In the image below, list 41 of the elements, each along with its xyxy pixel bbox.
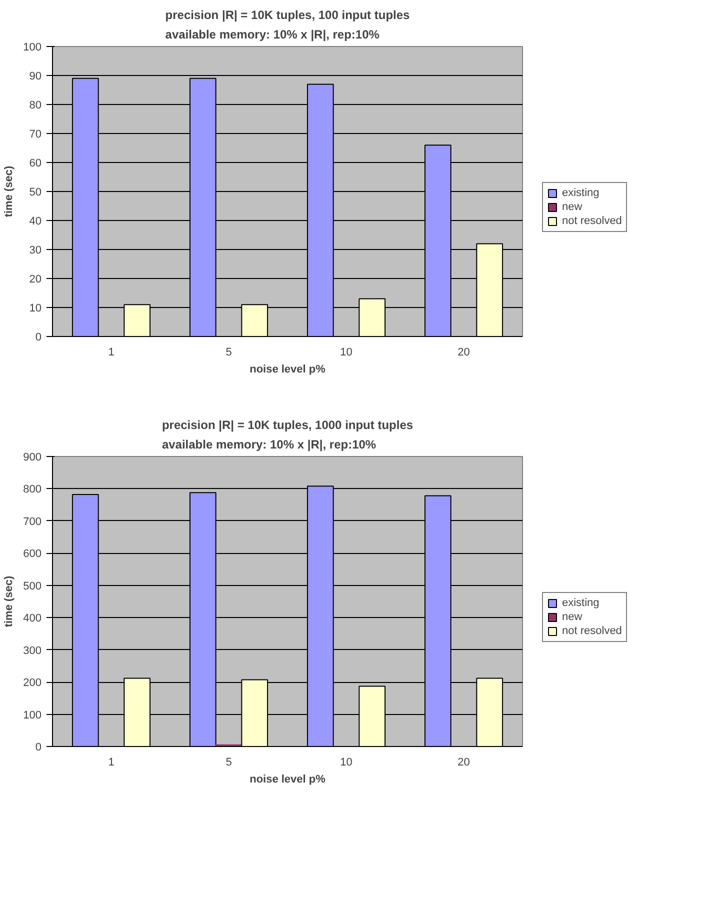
y-tick-label: 900	[23, 452, 42, 464]
y-tick-label: 300	[23, 644, 42, 657]
x-tick-label: 5	[226, 346, 232, 358]
y-axis-title: time (sec)	[3, 165, 16, 218]
y-tick-label: 0	[35, 332, 42, 344]
y-tick-label: 90	[29, 70, 42, 82]
legend-label: new	[562, 201, 582, 213]
legend-label: not resolved	[562, 625, 622, 637]
y-tick-label: 70	[29, 128, 42, 140]
chart-title: precision |R| = 10K tuples, 1000 input tuples available memory: 10% x |R|, rep:10%	[162, 418, 414, 452]
y-tick-label: 400	[23, 612, 42, 625]
chart-title: precision |R| = 10K tuples, 100 input tuples available memory: 10% x |R|, rep:10%	[165, 8, 410, 42]
x-tick-label: 5	[226, 756, 232, 768]
legend-label: not resolved	[562, 215, 622, 227]
x-tick-label: 20	[458, 346, 470, 358]
legend-label: new	[562, 611, 582, 623]
y-tick-label: 600	[23, 548, 42, 560]
y-tick-label: 10	[29, 302, 42, 314]
y-tick-label: 20	[29, 274, 42, 286]
y-tick-label: 30	[29, 244, 42, 256]
y-tick-label: 0	[35, 742, 42, 754]
y-tick-label: 60	[29, 158, 42, 170]
y-axis-title: time (sec)	[3, 575, 16, 628]
y-tick-label: 40	[29, 216, 42, 228]
y-tick-label: 100	[23, 42, 42, 54]
y-tick-label: 50	[29, 186, 42, 198]
x-tick-label: 1	[108, 756, 114, 768]
y-tick-label: 100	[23, 709, 42, 722]
x-tick-label: 20	[458, 756, 470, 768]
x-axis-title: noise level p%	[250, 774, 326, 786]
x-tick-label: 1	[108, 346, 114, 358]
x-axis-title: noise level p%	[250, 364, 326, 376]
y-tick-label: 200	[23, 677, 42, 690]
legend-label: existing	[562, 187, 600, 199]
y-tick-label: 80	[29, 100, 42, 112]
y-tick-label: 500	[23, 580, 42, 592]
y-tick-label: 700	[23, 516, 42, 528]
x-tick-label: 10	[340, 756, 352, 768]
legend-label: existing	[562, 597, 600, 609]
x-tick-label: 10	[340, 346, 352, 358]
y-tick-label: 800	[23, 484, 42, 496]
